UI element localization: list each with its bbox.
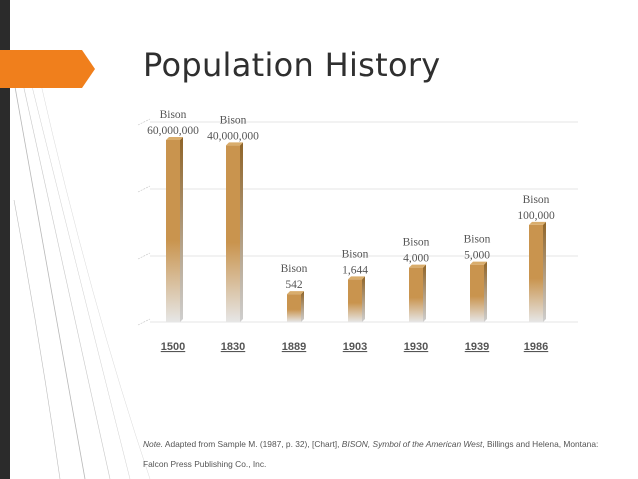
note-text-2: , Billings and Helena, Montana: Falcon P… <box>143 439 599 469</box>
x-tick-1500: 1500 <box>161 341 185 353</box>
data-label-1830: Bison 40,000,000 <box>207 114 259 142</box>
chart-x-tick-labels: 1500 1830 1889 1903 1930 1939 1986 <box>161 341 548 353</box>
bar-1500 <box>166 137 183 322</box>
chart-data-labels: Bison 60,000,000 Bison 40,000,000 Bison 542 Bi… <box>147 109 555 291</box>
slide-title: Population History <box>143 46 441 84</box>
bar-1986 <box>529 221 546 322</box>
axis-tick <box>137 185 151 193</box>
chart-gridlines <box>137 118 578 326</box>
note-text-1: Adapted from Sample M. (1987, p. 32), [C… <box>163 439 342 449</box>
bar-1830 <box>226 142 243 322</box>
left-dark-bar <box>0 0 10 479</box>
data-label-1939: Bison 5,000 <box>464 234 491 262</box>
bar-1889 <box>287 291 304 322</box>
axis-tick <box>137 318 151 326</box>
data-label-1500: Bison 60,000,000 <box>147 109 199 137</box>
x-tick-1930: 1930 <box>404 341 428 353</box>
bar-1930 <box>409 264 426 322</box>
data-label-1903: Bison 1,644 <box>342 248 369 276</box>
orange-accent-tab <box>0 50 95 88</box>
data-label-1889: Bison 542 <box>281 263 308 291</box>
data-label-1986: Bison 100,000 <box>517 194 555 222</box>
source-note: Note. Adapted from Sample M. (1987, p. 3… <box>143 434 613 474</box>
bar-1903 <box>348 276 365 322</box>
note-book-title: BISON, Symbol of the American West <box>341 439 483 449</box>
bar-1939 <box>470 261 487 322</box>
axis-tick <box>137 118 151 126</box>
x-tick-1889: 1889 <box>282 341 306 353</box>
data-label-1930: Bison 4,000 <box>403 237 430 265</box>
note-prefix: Note. <box>143 439 164 449</box>
x-tick-1903: 1903 <box>343 341 367 353</box>
chart-bars <box>166 137 546 322</box>
x-tick-1986: 1986 <box>524 341 548 353</box>
axis-tick <box>137 252 151 260</box>
x-tick-1830: 1830 <box>221 341 245 353</box>
x-tick-1939: 1939 <box>465 341 489 353</box>
